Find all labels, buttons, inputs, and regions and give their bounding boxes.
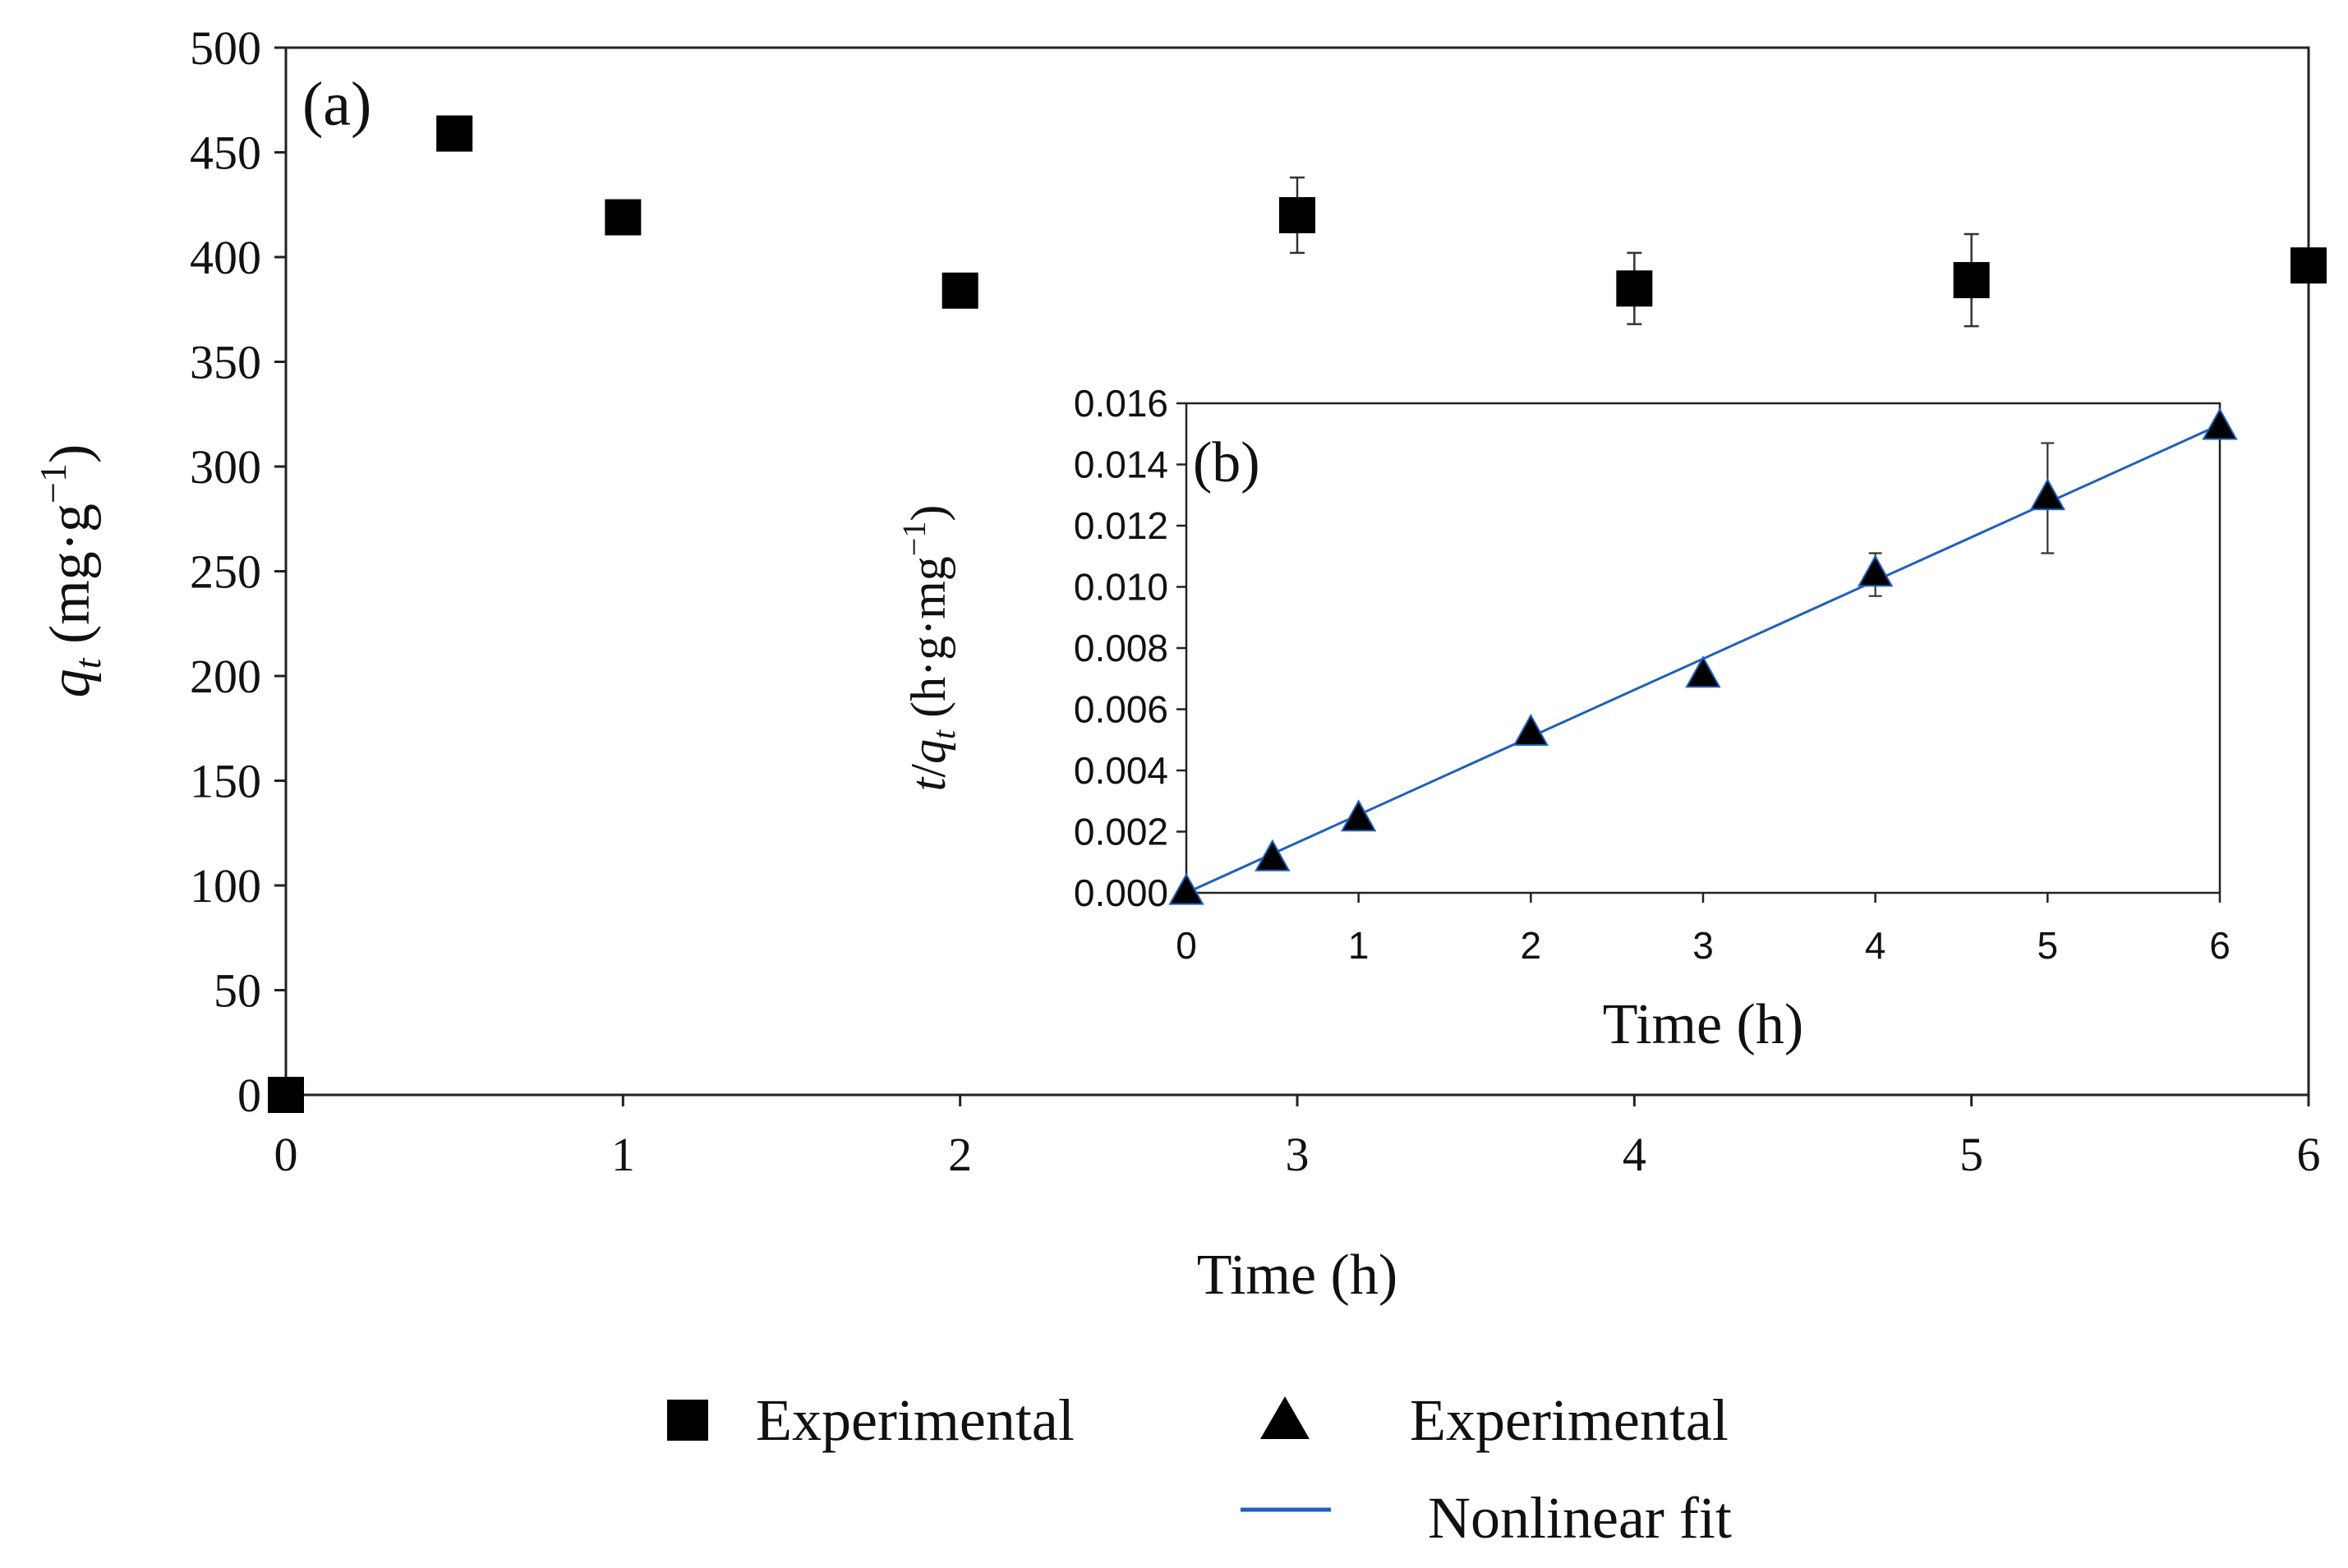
main-x-tick-label: 2	[948, 1128, 972, 1181]
inset-x-tick-label: 3	[1692, 924, 1714, 967]
inset-data-point-triangle	[1685, 655, 1721, 688]
inset-y-tick-label: 0.016	[1074, 382, 1168, 425]
inset-chart: 0.000 0.002 0.004 0.006 0.008 0.010 0.012 0.014…	[895, 382, 2238, 1056]
main-data-point-square	[1616, 270, 1653, 307]
inset-y-tick-label: 0.014	[1074, 444, 1168, 486]
main-y-axis-label: qt (mg·g−1)	[32, 444, 108, 698]
main-y-tick-label: 450	[190, 126, 261, 180]
main-x-tick-label: 4	[1623, 1128, 1646, 1181]
main-x-tick-label: 5	[1959, 1128, 1983, 1181]
inset-x-tick-label: 6	[2209, 924, 2231, 967]
main-x-tick-label: 6	[2297, 1128, 2321, 1181]
inset-y-axis-label: t/qt (h·g·mg−1)	[895, 505, 962, 792]
main-data-point-square	[1953, 262, 1990, 299]
main-data-point-square	[436, 115, 473, 152]
inset-x-tick-label: 4	[1865, 924, 1886, 967]
inset-y-tick-label: 0.006	[1074, 688, 1168, 731]
inset-plot-background	[1186, 403, 2220, 893]
main-y-tick-label: 100	[190, 859, 261, 913]
inset-data-point-triangle	[1168, 872, 1204, 905]
inset-panel-label: (b)	[1193, 431, 1260, 494]
main-y-ticks: 0 50 100 150 200 250 300 350 400 450 500	[190, 21, 286, 1122]
inset-y-tick-label: 0.004	[1074, 749, 1168, 792]
inset-y-tick-label: 0.012	[1074, 504, 1168, 547]
inset-data-point-triangle	[1512, 713, 1549, 746]
inset-y-tick-label: 0.002	[1074, 811, 1168, 853]
main-x-tick-label: 3	[1286, 1128, 1310, 1181]
inset-points	[1168, 407, 2238, 905]
inset-data-point-triangle	[1857, 554, 1894, 587]
inset-y-tick-label: 0.000	[1074, 871, 1168, 914]
legend-label-nonlinear-fit: Nonlinear fit	[1428, 1485, 1732, 1551]
main-y-tick-label: 0	[237, 1069, 261, 1122]
main-data-point-square	[605, 199, 642, 236]
main-y-tick-label: 500	[190, 21, 261, 75]
main-points	[268, 115, 2327, 1113]
main-y-tick-label: 350	[190, 336, 261, 389]
main-y-tick-label: 200	[190, 650, 261, 703]
inset-x-tick-label: 2	[1521, 924, 1542, 967]
inset-data-point-triangle	[2029, 478, 2066, 511]
main-data-point-square	[942, 272, 978, 309]
inset-x-tick-label: 5	[2037, 924, 2059, 967]
main-data-point-square	[2290, 247, 2327, 284]
main-y-tick-label: 300	[190, 440, 261, 494]
inset-y-tick-label: 0.008	[1074, 627, 1168, 669]
main-panel-label: (a)	[302, 70, 371, 139]
inset-x-axis-label: Time (h)	[1603, 993, 1803, 1056]
main-x-tick-label: 0	[274, 1128, 298, 1181]
inset-data-point-triangle	[2202, 407, 2238, 440]
main-y-tick-label: 50	[214, 964, 261, 1018]
main-y-tick-label: 250	[190, 545, 261, 599]
main-data-point-square	[268, 1077, 304, 1113]
inset-x-tick-label: 1	[1348, 924, 1370, 967]
inset-data-point-triangle	[1340, 799, 1377, 832]
legend-label-square-experimental: Experimental	[756, 1387, 1075, 1453]
inset-x-ticks: 0 1 2 3 4 5 6	[1176, 893, 2231, 967]
main-y-tick-label: 400	[190, 231, 261, 284]
inset-data-point-triangle	[1255, 839, 1291, 871]
main-x-tick-label: 1	[611, 1128, 635, 1181]
main-y-tick-label: 150	[190, 755, 261, 808]
legend-label-triangle-experimental: Experimental	[1410, 1387, 1729, 1453]
inset-y-tick-label: 0.010	[1074, 566, 1168, 609]
main-x-axis-label: Time (h)	[1197, 1244, 1397, 1307]
main-x-ticks: 0 1 2 3 4 5 6	[274, 1095, 2321, 1181]
inset-x-tick-label: 0	[1176, 924, 1197, 967]
inset-y-ticks: 0.000 0.002 0.004 0.006 0.008 0.010 0.012 0.014…	[1074, 382, 1186, 914]
legend-square-marker	[667, 1400, 708, 1441]
main-data-point-square	[1279, 197, 1315, 233]
legend-triangle-marker	[1260, 1396, 1310, 1439]
legend: Experimental Experimental Nonlinear fit	[667, 1387, 1732, 1551]
